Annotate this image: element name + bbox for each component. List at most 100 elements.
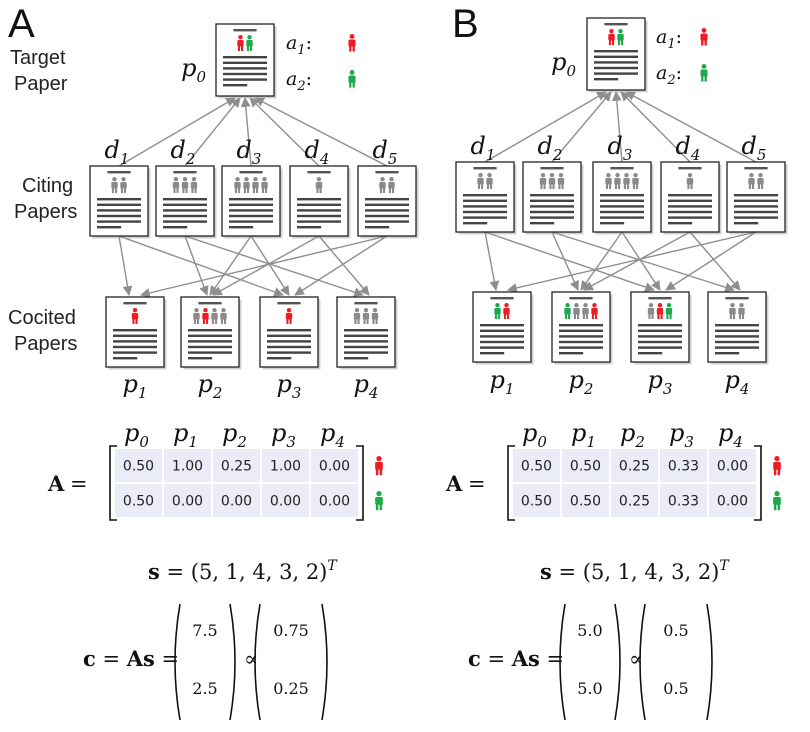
vector-paren-left [174, 603, 181, 721]
matrix-bracket-left [507, 445, 515, 521]
citation-edge [118, 235, 284, 297]
panel-b-citing-label-3: d3 [608, 132, 633, 164]
person-icon [190, 177, 198, 193]
person-icon [647, 303, 655, 319]
panel-b-matrix-value-r2-c2: 0.25 [619, 494, 650, 510]
citation-edge [250, 235, 290, 296]
person-icon [220, 308, 227, 324]
person-icon [623, 173, 630, 189]
panel-b-matrix-lhs: A [445, 471, 463, 496]
person-icon [748, 173, 755, 189]
panel-b-matrix-col-0: p0 [522, 419, 547, 451]
person-icon [348, 70, 356, 88]
person-icon [665, 303, 673, 319]
row-label-target-2: Paper [14, 73, 68, 95]
panel-b-matrix-value-r1-c0: 0.50 [521, 459, 552, 475]
matrix-bracket-right [754, 445, 762, 521]
matrix-cell [164, 449, 211, 482]
citation-edge [294, 235, 388, 296]
person-icon [700, 64, 708, 82]
matrix-cell [709, 449, 756, 482]
person-icon [503, 303, 510, 319]
person-icon [243, 177, 250, 193]
panel-a-matrix-col-3: p3 [271, 419, 296, 451]
person-icon [573, 303, 580, 319]
panel-a-target-paper [215, 23, 277, 99]
panel-b-matrix-value-r1-c3: 0.33 [668, 459, 699, 475]
panel-a-cocited-paper-4 [336, 296, 398, 370]
person-icon [700, 28, 708, 46]
person-icon [285, 308, 293, 324]
panel-b-cocited-label-4: p4 [725, 366, 750, 398]
person-icon [375, 456, 383, 476]
person-icon [315, 177, 323, 193]
panel-a-cocited-label-2: p2 [198, 370, 223, 402]
panel-a-citing-label-5: d5 [373, 136, 398, 168]
panel-a-letter: A [8, 2, 35, 46]
panel-a-c-normalized-1: 0.75 [273, 621, 309, 640]
citation-edge [249, 97, 320, 167]
person-icon [477, 173, 484, 189]
panel-a-c-equation: c = As = [83, 646, 179, 671]
panel-a-cocited-label-1: p1 [123, 370, 148, 402]
citation-edge [184, 235, 364, 297]
panel-b-cocited-paper-4 [707, 291, 769, 365]
panel-b-citing-paper-1 [455, 161, 517, 235]
matrix-cell [660, 484, 707, 517]
panel-b-c-normalized-1: 0.5 [663, 621, 688, 640]
person-icon [172, 177, 180, 193]
matrix-cell [562, 484, 609, 517]
panel-b-citing-label-2: d2 [538, 132, 563, 164]
panel-a-citing-label-4: d4 [305, 136, 330, 168]
matrix-cell [213, 449, 260, 482]
person-icon [617, 29, 624, 45]
person-icon [375, 491, 383, 511]
panel-a-s-equation: s = (5, 1, 4, 3, 2)T [148, 558, 338, 584]
person-icon [371, 308, 379, 324]
person-icon [591, 303, 598, 319]
panel-a-cocited-paper-3 [259, 296, 321, 370]
citation-edge [611, 91, 623, 163]
panel-a-matrix-value-r1-c0: 0.50 [123, 459, 154, 475]
panel-b-cocited-label-1: p1 [490, 366, 515, 398]
panel-a-legend-label-1: a1: [286, 32, 312, 58]
panel-b-matrix-value-r2-c1: 0.50 [570, 494, 601, 510]
panel-b-cocited-paper-3 [630, 291, 692, 365]
citation-edge [209, 235, 252, 296]
citation-edge [551, 91, 612, 163]
panel-b-target-paper [586, 17, 648, 93]
person-icon [738, 303, 745, 319]
citation-edge [318, 235, 370, 296]
panel-a-citing-label-1: d1 [105, 136, 130, 168]
person-icon [261, 177, 268, 193]
row-label-cocited-2: Papers [14, 333, 77, 355]
person-icon [353, 308, 361, 324]
vector-paren-right [229, 603, 236, 721]
panel-a-c-vector-1: 7.5 [192, 621, 217, 640]
panel-b-matrix-value-r2-c3: 0.33 [668, 494, 699, 510]
matrix-cell [611, 449, 658, 482]
citation-edge [621, 231, 661, 291]
panel-b-c-vector-2: 5.0 [577, 679, 602, 698]
person-icon [582, 303, 589, 319]
person-icon [632, 173, 639, 189]
matrix-cell [513, 449, 560, 482]
vector-paren-right [706, 603, 713, 721]
citation-edge [118, 97, 236, 167]
panel-a-citing-paper-4 [289, 165, 351, 239]
row-label-citing-1: Citing [22, 175, 73, 197]
matrix-cell [611, 484, 658, 517]
person-icon [757, 173, 764, 189]
person-icon [379, 177, 386, 193]
panel-a-legend-label-2: a2: [286, 68, 312, 94]
panel-b-matrix-value-r2-c4: 0.00 [717, 494, 748, 510]
citation-edge [580, 231, 623, 291]
person-icon [656, 303, 664, 319]
panel-b-legend-label-2: a2: [656, 62, 682, 88]
matrix-cell [115, 484, 162, 517]
panel-b-citing-paper-3 [592, 161, 654, 235]
panel-b-matrix-eq: = [468, 472, 486, 496]
matrix-bracket-right [356, 445, 364, 521]
panel-a-matrix-col-0: p0 [124, 419, 149, 451]
